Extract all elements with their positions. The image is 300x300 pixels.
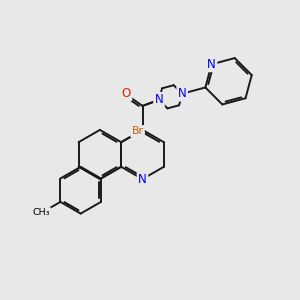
Text: Br: Br bbox=[131, 126, 143, 136]
Text: CH₃: CH₃ bbox=[33, 208, 50, 217]
Text: N: N bbox=[178, 87, 187, 100]
Text: N: N bbox=[207, 58, 216, 71]
Text: N: N bbox=[154, 93, 164, 106]
Text: N: N bbox=[138, 172, 147, 186]
Text: O: O bbox=[122, 87, 131, 100]
